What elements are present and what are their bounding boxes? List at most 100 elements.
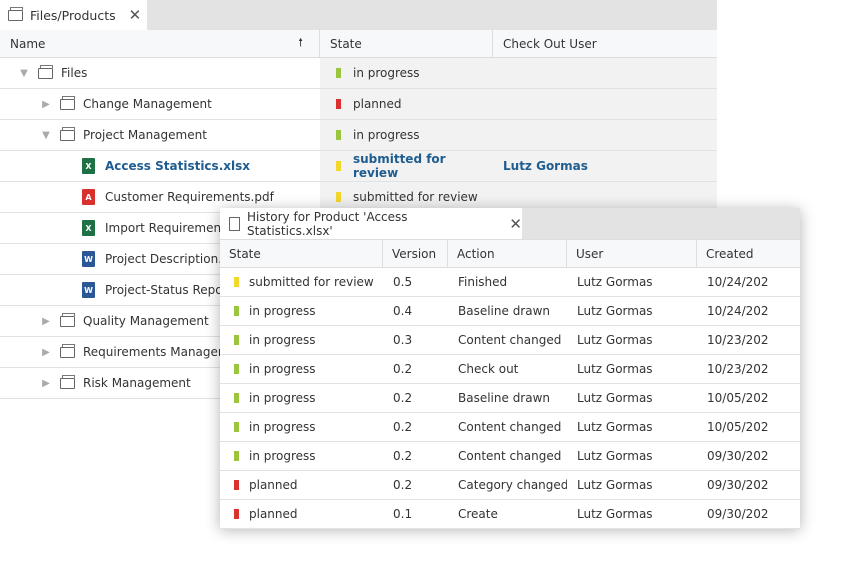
state-label: in progress: [249, 333, 316, 347]
column-header-state[interactable]: State: [220, 240, 383, 267]
check-out-user-cell: [493, 182, 717, 212]
item-name: Change Management: [83, 97, 212, 111]
column-header-action[interactable]: Action: [448, 240, 567, 267]
column-header-state[interactable]: State: [320, 30, 493, 57]
caret-right-icon[interactable]: ▶: [42, 315, 50, 327]
state-label: submitted for review: [352, 152, 446, 180]
action-cell: Baseline drawn: [458, 391, 551, 405]
excel-file-icon: X: [82, 158, 95, 174]
state-cell: in progress: [220, 420, 383, 434]
name-cell: ▶ Quality Management: [0, 306, 320, 336]
caret-down-icon[interactable]: ▼: [42, 129, 50, 141]
state-label: in progress: [353, 66, 420, 80]
created-cell: 09/30/202: [707, 449, 769, 463]
history-tab-bar: History for Product 'Access Statistics.x…: [220, 208, 800, 239]
history-row[interactable]: planned 0.1 Create Lutz Gormas 09/30/202: [220, 500, 800, 529]
history-row[interactable]: in progress 0.2 Baseline drawn Lutz Gorm…: [220, 384, 800, 413]
history-row[interactable]: in progress 0.2 Content changed Lutz Gor…: [220, 442, 800, 471]
item-name: Project Management: [83, 128, 207, 142]
history-row[interactable]: submitted for review 0.5 Finished Lutz G…: [220, 268, 800, 297]
check-out-user-cell: [493, 58, 717, 88]
state-cell: submitted for review: [320, 182, 493, 212]
user-cell: Lutz Gormas: [577, 449, 653, 463]
version-cell: 0.2: [393, 362, 413, 376]
state-label: in progress: [249, 420, 316, 434]
name-cell: X Import Requirements: [0, 213, 320, 243]
state-indicator: [336, 68, 341, 78]
history-dialog: History for Product 'Access Statistics.x…: [220, 208, 800, 529]
state-indicator: [234, 480, 239, 490]
created-cell: 10/24/202: [707, 304, 769, 318]
table-row[interactable]: ▼ Project Management in progress: [0, 120, 717, 151]
caret-right-icon[interactable]: ▶: [42, 98, 50, 110]
word-file-icon: W: [82, 251, 95, 267]
name-cell: A Customer Requirements.pdf: [0, 182, 320, 212]
state-indicator: [234, 393, 239, 403]
check-out-user-cell: [493, 120, 717, 150]
column-header-name[interactable]: Name 🠕: [0, 30, 320, 57]
user-cell: Lutz Gormas: [577, 333, 653, 347]
action-cell: Finished: [458, 275, 508, 289]
name-cell: ▶ Requirements Managem: [0, 337, 320, 367]
document-icon: [229, 216, 240, 231]
version-cell: 0.2: [393, 391, 413, 405]
state-indicator: [234, 277, 239, 287]
table-row[interactable]: ▼ Files in progress: [0, 58, 717, 89]
tab-files-products[interactable]: Files/Products ✕: [0, 0, 147, 30]
name-cell: W Project-Status Report: [0, 275, 320, 305]
folder-icon: [60, 95, 75, 110]
state-label: planned: [249, 507, 298, 521]
item-name: Customer Requirements.pdf: [105, 190, 274, 204]
item-name: Files: [61, 66, 88, 80]
name-cell: ▼ Project Management: [0, 120, 320, 150]
table-row[interactable]: X Access Statistics.xlsx submitted for re…: [0, 151, 717, 182]
state-indicator: [336, 130, 341, 140]
created-cell: 10/24/202: [707, 275, 769, 289]
state-indicator: [234, 335, 239, 345]
folder-icon: [38, 64, 53, 79]
history-row[interactable]: in progress 0.3 Content changed Lutz Gor…: [220, 326, 800, 355]
caret-down-icon[interactable]: ▼: [20, 67, 28, 79]
state-indicator: [336, 161, 341, 171]
state-indicator: [234, 364, 239, 374]
table-row[interactable]: A Customer Requirements.pdf submitted for…: [0, 182, 717, 213]
column-header-created[interactable]: Created: [706, 246, 754, 261]
version-cell: 0.2: [393, 449, 413, 463]
version-cell: 0.1: [393, 507, 413, 521]
close-icon[interactable]: ✕: [128, 6, 142, 24]
state-label: in progress: [249, 304, 316, 318]
arrow-up-icon: 🠕: [298, 36, 303, 49]
column-header-check-out-user[interactable]: Check Out User: [503, 36, 597, 51]
item-name: Risk Management: [83, 376, 191, 390]
folder-icon: [60, 126, 75, 141]
created-cell: 10/05/202: [707, 391, 769, 405]
version-cell: 0.2: [393, 478, 413, 492]
caret-right-icon[interactable]: ▶: [42, 346, 50, 358]
history-row[interactable]: in progress 0.4 Baseline drawn Lutz Gorm…: [220, 297, 800, 326]
created-cell: 10/05/202: [707, 420, 769, 434]
close-icon[interactable]: ✕: [509, 214, 522, 233]
name-cell: X Access Statistics.xlsx: [0, 151, 320, 181]
history-row[interactable]: in progress 0.2 Check out Lutz Gormas 10…: [220, 355, 800, 384]
state-indicator: [234, 306, 239, 316]
state-cell: in progress: [220, 391, 383, 405]
table-row[interactable]: ▶ Change Management planned: [0, 89, 717, 120]
tab-label: History for Product 'Access Statistics.x…: [246, 209, 408, 238]
name-cell: ▶ Change Management: [0, 89, 320, 119]
history-row[interactable]: in progress 0.2 Content changed Lutz Gor…: [220, 413, 800, 442]
state-indicator: [234, 422, 239, 432]
caret-right-icon[interactable]: ▶: [42, 377, 50, 389]
state-cell: submitted for review: [220, 275, 383, 289]
column-header-user[interactable]: User: [567, 240, 697, 267]
column-header-version[interactable]: Version: [383, 240, 448, 267]
tab-history[interactable]: History for Product 'Access Statistics.x…: [220, 208, 522, 239]
folder-icon: [60, 312, 75, 327]
history-header: State Version Action User Created: [220, 239, 800, 268]
user-cell: Lutz Gormas: [577, 507, 653, 521]
created-cell: 09/30/202: [707, 507, 769, 521]
user-cell: Lutz Gormas: [577, 362, 653, 376]
state-cell: in progress: [220, 304, 383, 318]
version-cell: 0.3: [393, 333, 413, 347]
folder-icon: [60, 374, 75, 389]
history-row[interactable]: planned 0.2 Category changed Lutz Gormas…: [220, 471, 800, 500]
